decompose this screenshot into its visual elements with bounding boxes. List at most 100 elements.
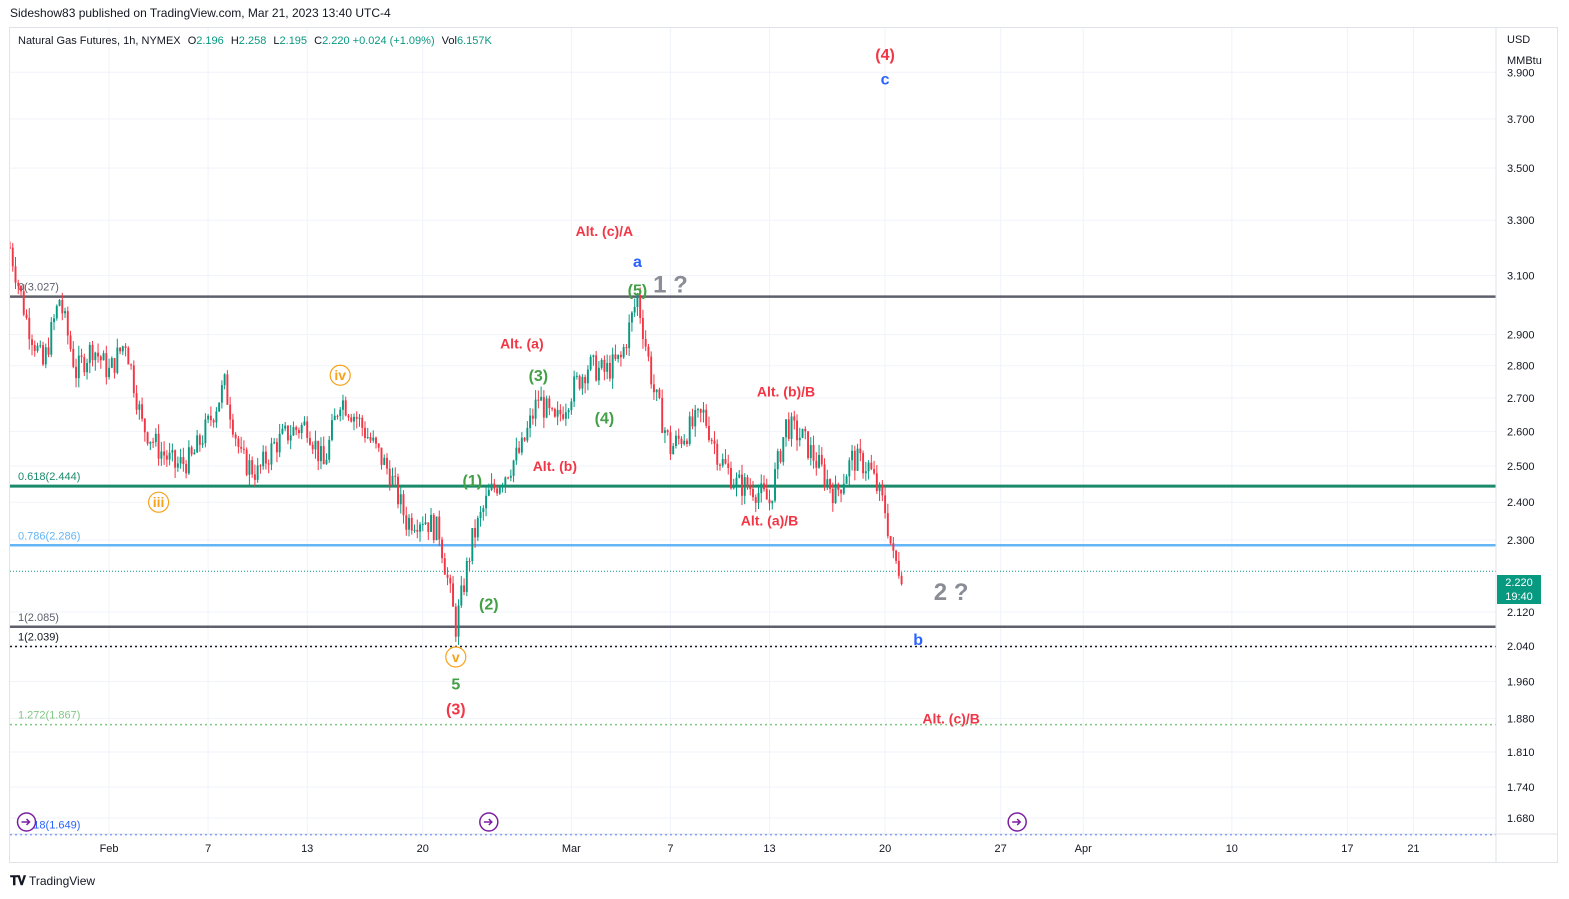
candle-body <box>633 306 636 313</box>
time-axis: Feb 7 13 20 Mar 7 13 20 27 Apr 10 17 21 <box>10 833 1557 855</box>
candle-body <box>108 367 111 378</box>
wave-label: Alt. (b) <box>533 458 577 474</box>
candle-body <box>278 433 281 453</box>
candle-body <box>204 419 207 444</box>
candle-body <box>218 402 221 412</box>
candle-body <box>746 477 749 488</box>
candle-body <box>187 447 190 474</box>
candle-body <box>504 477 507 486</box>
candle-body <box>33 345 36 351</box>
candle-body <box>463 585 466 593</box>
price-tick-label: 1.880 <box>1507 713 1535 725</box>
candle-body <box>672 445 675 455</box>
candle-body <box>42 345 44 365</box>
candle-body <box>837 484 840 490</box>
candle-body <box>212 420 215 423</box>
candle-body <box>300 424 303 434</box>
candle-body <box>553 409 556 417</box>
candle-body <box>88 344 91 363</box>
candle-body <box>732 486 735 489</box>
candle-body <box>658 389 661 398</box>
candle-body <box>818 454 821 468</box>
candle-body <box>694 410 697 427</box>
wave-label: Alt. (a)/B <box>741 513 799 529</box>
candle-body <box>801 428 804 438</box>
candle-body <box>562 414 565 419</box>
candle-body <box>328 439 331 460</box>
candle-body <box>353 416 355 422</box>
candle-body <box>292 427 295 436</box>
time-tick-label: 7 <box>205 843 211 855</box>
candle-body <box>11 247 14 267</box>
candle-body <box>603 359 606 372</box>
symbol-title: Natural Gas Futures, 1h, NYMEX <box>18 35 181 47</box>
candle-body <box>892 543 895 551</box>
candle-body <box>551 408 554 410</box>
candle-body <box>790 416 793 439</box>
candle-body <box>540 396 543 401</box>
tradingview-logo[interactable]: 𝐓𝐕 TradingView <box>10 873 95 889</box>
time-tick-label: 20 <box>417 843 429 855</box>
candle-body <box>487 489 490 496</box>
time-tick-label: Mar <box>562 843 581 855</box>
candle-body <box>531 415 534 419</box>
price-tick-label: 2.120 <box>1507 607 1535 619</box>
candle-body <box>663 430 666 433</box>
publish-credit: Sideshow83 published on TradingView.com,… <box>10 6 391 20</box>
wave-label: v <box>452 649 460 665</box>
price-tick-label: 2.400 <box>1507 497 1535 509</box>
candle-body <box>237 438 240 447</box>
candles <box>10 241 903 645</box>
candle-body <box>570 401 573 411</box>
candle-body <box>248 460 251 475</box>
candle-body <box>719 464 721 466</box>
candle-body <box>430 514 432 532</box>
candle-body <box>281 428 284 434</box>
candle-body <box>542 396 545 418</box>
candle-body <box>584 376 587 384</box>
candle-body <box>256 465 259 480</box>
candle-body <box>50 322 53 355</box>
candle-body <box>617 354 620 359</box>
candle-body <box>226 374 229 405</box>
candle-body <box>391 475 394 487</box>
price-tick-label: 2.500 <box>1507 461 1535 473</box>
candle-body <box>386 457 388 469</box>
candle-body <box>738 474 741 478</box>
candle-body <box>36 345 39 351</box>
candle-body <box>848 460 851 477</box>
candle-body <box>176 463 179 468</box>
candle-body <box>75 366 78 379</box>
candle-body <box>622 347 625 358</box>
candle-body <box>829 479 832 489</box>
candle-body <box>771 500 774 504</box>
candle-body <box>245 449 248 475</box>
candle-body <box>600 359 603 368</box>
candle-body <box>319 446 322 462</box>
candle-body <box>831 488 834 504</box>
high-label: H <box>230 35 239 47</box>
candle-body <box>273 442 276 444</box>
price-tick-label: 2.300 <box>1507 535 1535 547</box>
candle-body <box>146 432 149 444</box>
candle-body <box>127 347 130 365</box>
candle-body <box>350 417 353 422</box>
wave-label: (3) <box>529 368 549 385</box>
candle-body <box>820 454 823 465</box>
candle-body <box>490 483 493 490</box>
candle-body <box>171 450 174 453</box>
time-tick-label: 20 <box>879 843 891 855</box>
candle-body <box>366 437 369 439</box>
candle-body <box>198 435 201 445</box>
candle-body <box>432 514 435 541</box>
candle-body <box>130 364 133 366</box>
candle-body <box>347 415 350 418</box>
price-tick-label: 2.800 <box>1507 361 1535 373</box>
candle-body <box>69 335 72 349</box>
candle-body <box>611 354 614 379</box>
candle-body <box>886 513 889 536</box>
candle-body <box>625 347 628 349</box>
candle-body <box>586 369 589 384</box>
candle-body <box>14 266 17 283</box>
